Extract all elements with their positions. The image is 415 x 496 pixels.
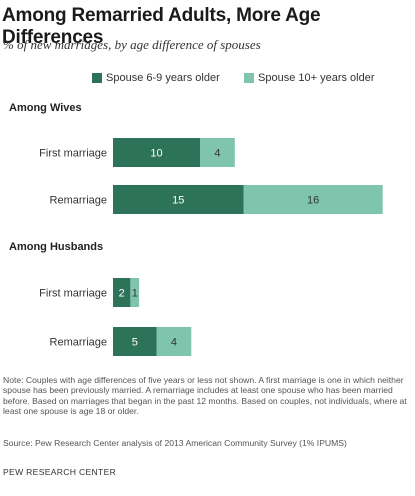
- bar: [113, 327, 157, 356]
- legend-label-series1: Spouse 6-9 years older: [106, 72, 220, 84]
- bar: [130, 278, 140, 307]
- bar: [200, 138, 235, 167]
- bar: [113, 278, 131, 307]
- bar: [113, 138, 200, 167]
- legend: Spouse 6-9 years older Spouse 10+ years …: [0, 72, 415, 86]
- category-label: First marriage: [39, 148, 107, 160]
- data-label: 15: [172, 195, 184, 207]
- legend-swatch-series1: [92, 73, 102, 83]
- bar: [113, 185, 244, 214]
- chart-subtitle: % of new marriages, by age difference of…: [3, 37, 261, 52]
- group-label: Among Husbands: [9, 241, 103, 253]
- legend-swatch-series2: [244, 73, 254, 83]
- category-label: Remarriage: [50, 195, 107, 207]
- category-label: Remarriage: [50, 337, 107, 349]
- chart-note: Note: Couples with age differences of fi…: [3, 375, 407, 417]
- legend-item-series1: Spouse 6-9 years older: [92, 72, 220, 84]
- bar: [243, 185, 383, 214]
- data-label: 4: [214, 148, 220, 160]
- data-label: 4: [171, 337, 177, 349]
- bar: [156, 327, 192, 356]
- data-label: 1: [132, 288, 138, 300]
- data-label: 16: [307, 195, 319, 207]
- legend-item-series2: Spouse 10+ years older: [244, 72, 375, 84]
- data-label: 10: [150, 148, 162, 160]
- data-label: 5: [132, 337, 138, 349]
- legend-label-series2: Spouse 10+ years older: [258, 72, 375, 84]
- chart-credit: PEW RESEARCH CENTER: [3, 467, 117, 477]
- chart-source: Source: Pew Research Center analysis of …: [3, 438, 347, 448]
- group-label: Among Wives: [9, 102, 82, 114]
- chart-title: Among Remarried Adults, More Age Differe…: [2, 5, 321, 48]
- category-label: First marriage: [39, 288, 107, 300]
- data-label: 2: [119, 288, 125, 300]
